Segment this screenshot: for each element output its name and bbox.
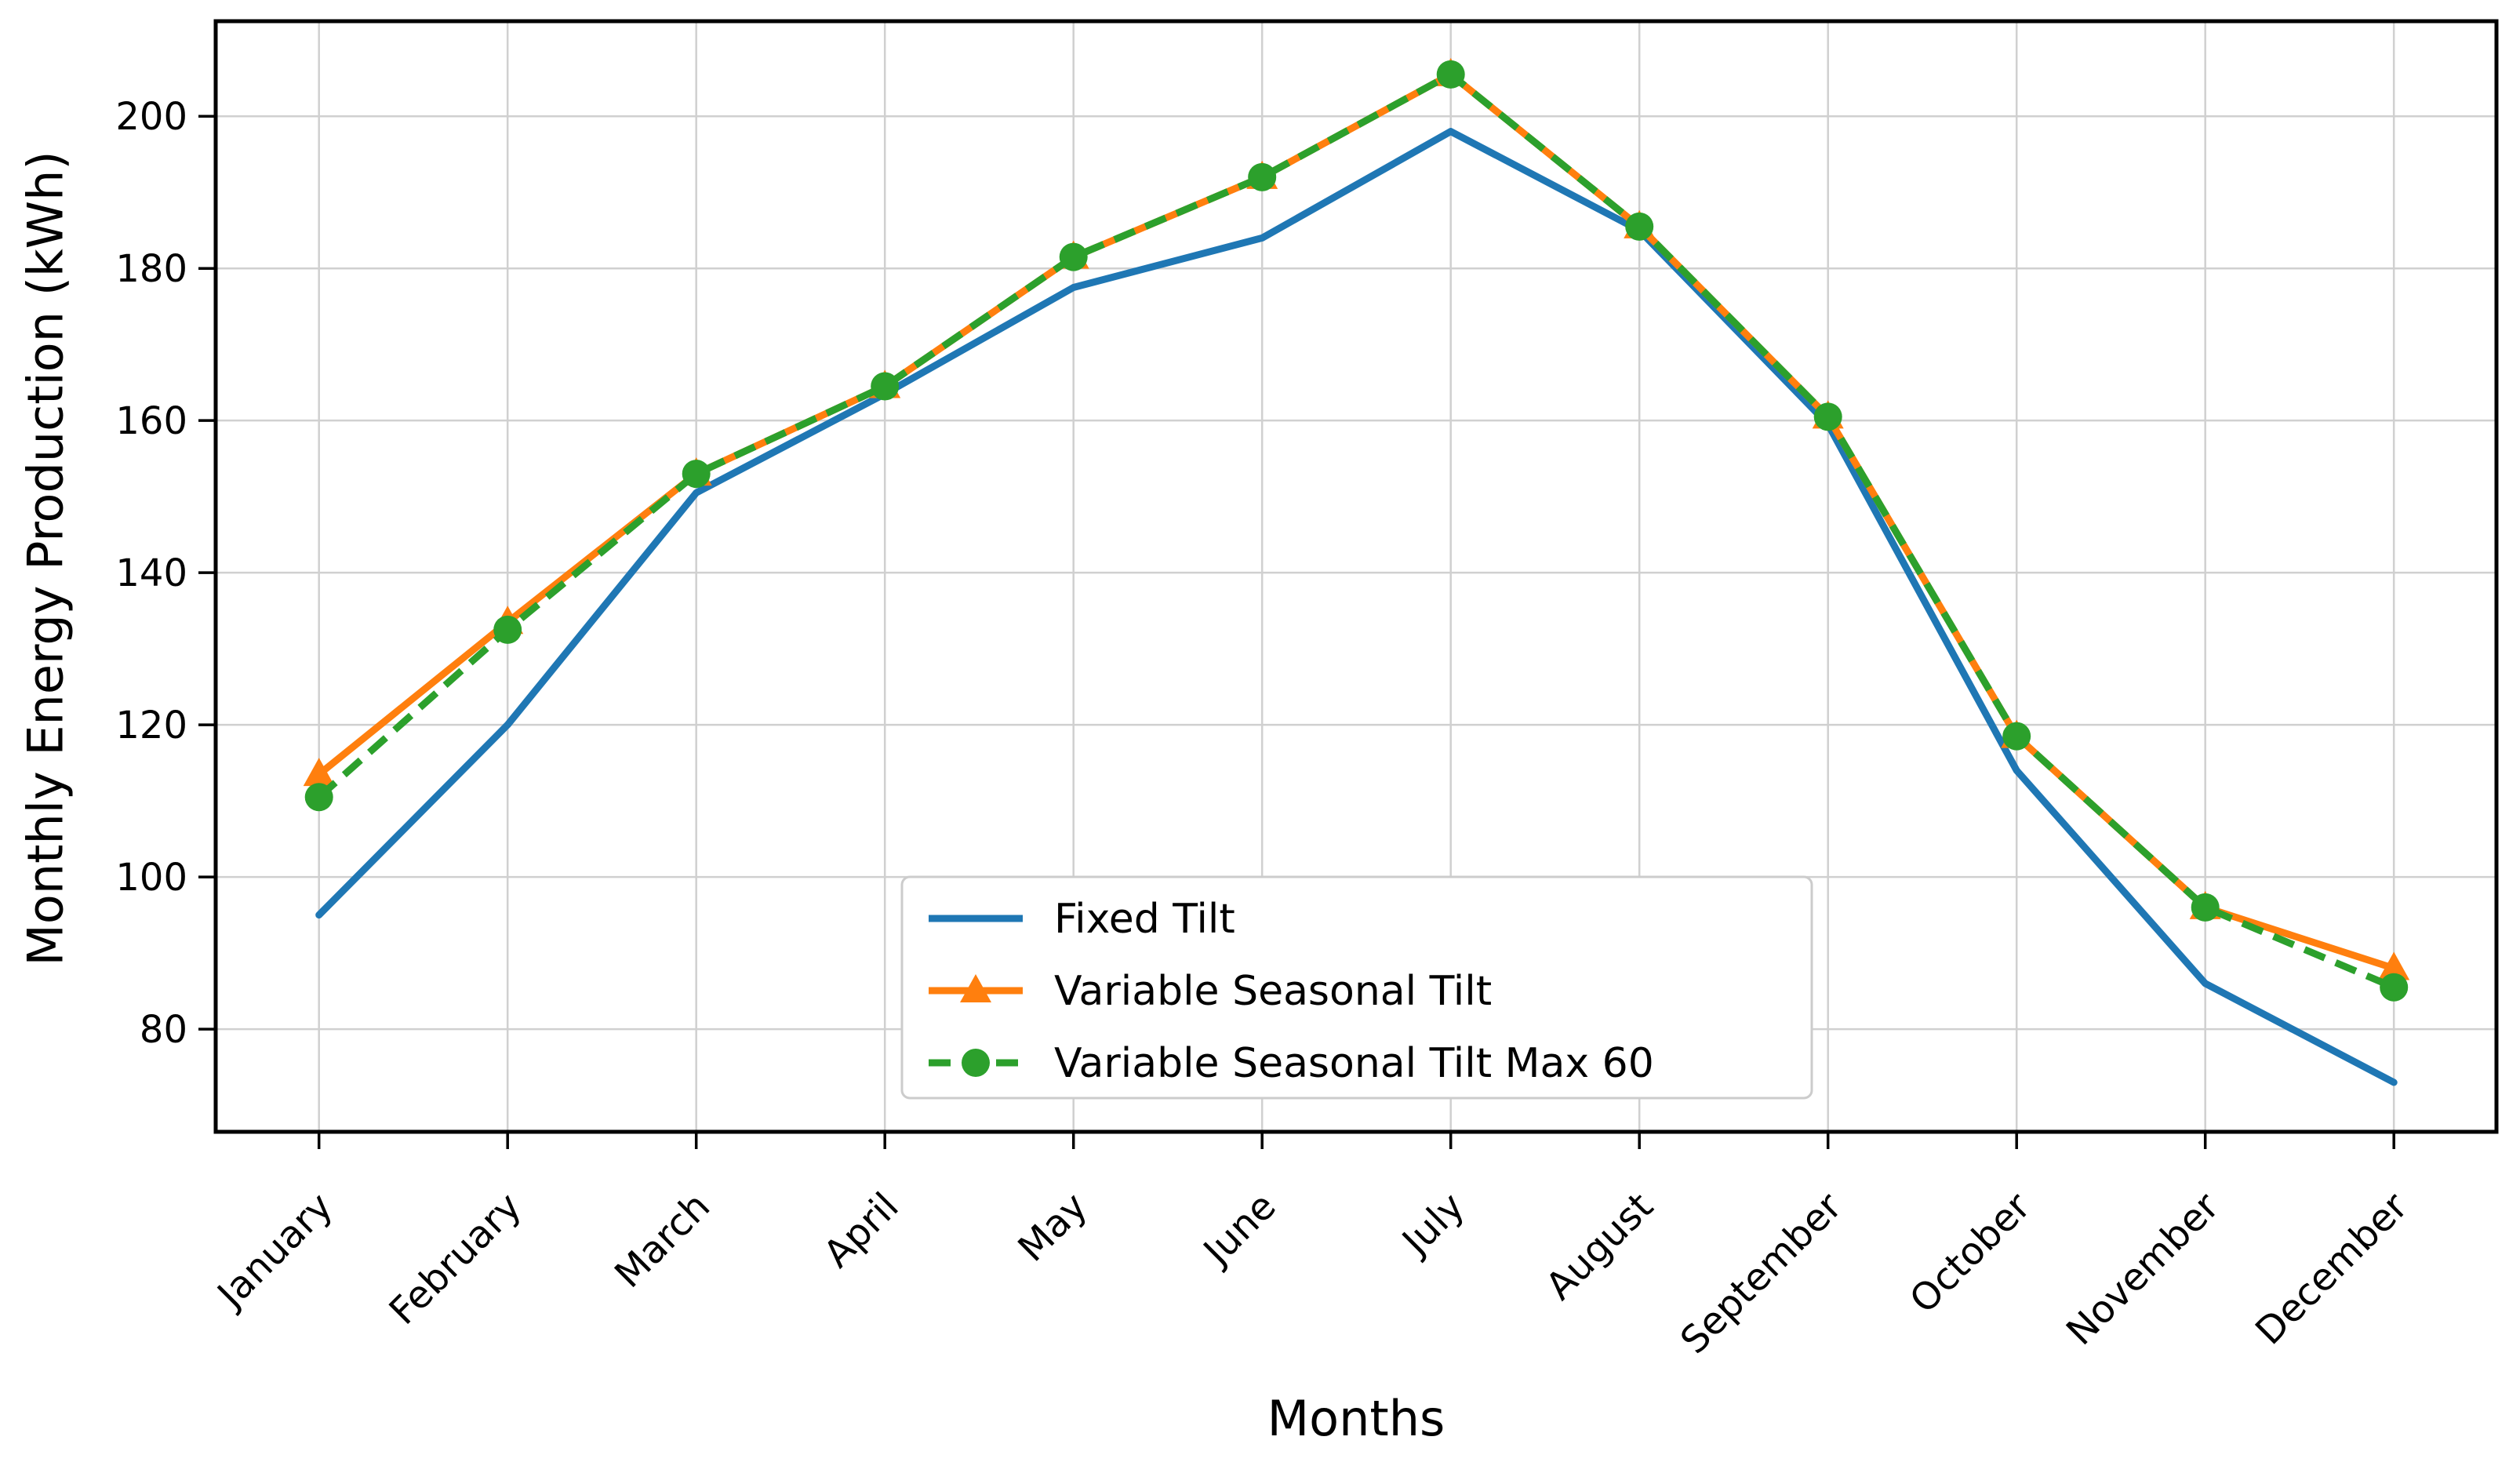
circle-marker — [2380, 973, 2409, 1002]
y-tick-label: 200 — [115, 95, 187, 139]
triangle-marker — [303, 758, 335, 787]
y-tick-label: 100 — [115, 856, 187, 900]
triangle-marker — [2378, 951, 2410, 980]
x-tick-label: November — [2058, 1184, 2227, 1354]
series-line-variable-seasonal-tilt-max-60 — [316, 71, 2395, 991]
series-line-variable-seasonal-tilt — [315, 71, 2398, 972]
y-tick-label: 80 — [140, 1008, 187, 1052]
y-tick-label: 160 — [115, 399, 187, 443]
circle-marker — [2191, 893, 2220, 922]
y-tick-label: 180 — [115, 247, 187, 291]
legend-label: Fixed Tilt — [1054, 896, 1235, 943]
x-tick-label: March — [606, 1184, 718, 1297]
circle-marker — [2002, 722, 2031, 751]
x-tick-label: December — [2247, 1184, 2416, 1354]
circle-marker — [1625, 212, 1654, 241]
x-tick-label: April — [816, 1184, 907, 1276]
y-tick-label: 140 — [115, 551, 187, 595]
y-axis-title: Monthly Energy Production (kWh) — [16, 151, 75, 966]
x-axis-title: Months — [1267, 1390, 1445, 1447]
x-tick-label: June — [1194, 1184, 1285, 1275]
legend-label: Variable Seasonal Tilt — [1054, 968, 1492, 1015]
legend-item: Fixed Tilt — [929, 896, 1235, 943]
x-tick-label: September — [1672, 1184, 1850, 1362]
legend-item: Variable Seasonal Tilt — [929, 968, 1492, 1015]
series-line-fixed-tilt — [315, 128, 2398, 1086]
legend-item: Variable Seasonal Tilt Max 60 — [929, 1040, 1654, 1087]
legend-box — [900, 875, 1813, 1100]
circle-marker — [1248, 162, 1277, 191]
x-tick-label: May — [1009, 1184, 1096, 1271]
circle-marker — [1813, 402, 1842, 431]
circle-marker — [493, 615, 522, 644]
legend-circle-marker — [962, 1049, 990, 1077]
x-tick-label: January — [208, 1184, 341, 1318]
circle-marker — [871, 372, 900, 401]
legend-label: Variable Seasonal Tilt Max 60 — [1054, 1040, 1654, 1087]
circle-marker — [682, 460, 711, 489]
circle-marker — [304, 783, 333, 812]
x-tick-label: February — [381, 1184, 530, 1333]
x-tick-label: August — [1537, 1184, 1661, 1308]
x-tick-label: July — [1392, 1184, 1473, 1265]
y-tick-label: 120 — [115, 704, 187, 747]
circle-marker — [1436, 60, 1465, 89]
x-tick-label: October — [1901, 1184, 2039, 1322]
circle-marker — [1059, 242, 1088, 271]
plot-border — [213, 19, 2499, 1134]
legend: Fixed Tilt Variable Seasonal Tilt Variable… — [900, 875, 1813, 1100]
legend-triangle-marker — [960, 974, 991, 1002]
